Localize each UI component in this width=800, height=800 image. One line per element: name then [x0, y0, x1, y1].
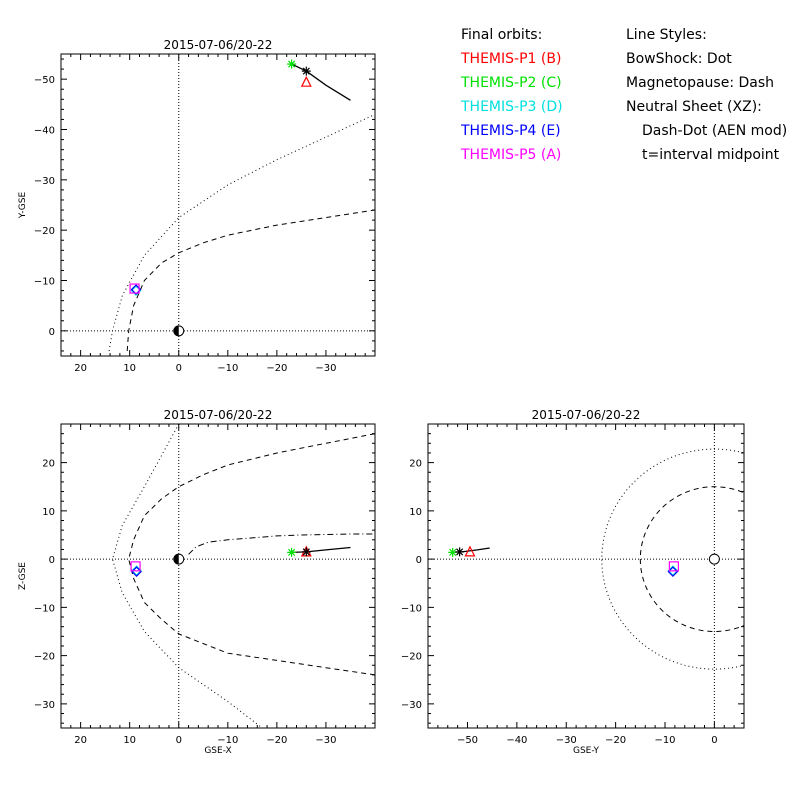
- y-tick-label: 20: [409, 459, 422, 470]
- probe-marker-themis-p2-c: [287, 547, 297, 557]
- y-tick-label: 10: [42, 507, 55, 518]
- y-axis-label: Y-GSE: [18, 192, 28, 220]
- orbit-track: [291, 546, 351, 554]
- y-tick-label: −50: [34, 75, 55, 86]
- x-tick-label: −40: [506, 735, 527, 746]
- style-dash-dot: Dash-Dot (AEN mod): [642, 123, 788, 139]
- x-tick-label: −10: [654, 735, 675, 746]
- y-tick-label: −20: [401, 652, 422, 663]
- plot-area: [428, 424, 744, 728]
- y-tick-label: −20: [34, 652, 55, 663]
- y-tick-label: −10: [34, 603, 55, 614]
- y-tick-label: −30: [401, 700, 422, 711]
- style-interval-note: t=interval midpoint: [642, 147, 780, 163]
- x-tick-label: −20: [266, 363, 287, 374]
- x-tick-label: −10: [217, 735, 238, 746]
- x-tick-label: 20: [74, 735, 87, 746]
- plot-frame: [60, 53, 376, 357]
- x-tick-label: 10: [123, 363, 136, 374]
- y-tick-label: 0: [49, 327, 55, 338]
- y-tick-label: −40: [34, 126, 55, 137]
- y-tick-label: −20: [34, 226, 55, 237]
- magnetopause-curve: [126, 209, 375, 352]
- y-tick-label: −10: [34, 277, 55, 288]
- bowshock-curve: [601, 448, 744, 670]
- line-styles-legend: Line Styles: BowShock: Dot Magnetopause:…: [626, 23, 787, 167]
- style-bowshock: BowShock: Dot: [626, 51, 732, 67]
- orbit-track: [291, 63, 351, 101]
- neutral-sheet-curve: [188, 533, 375, 555]
- y-tick-label: 0: [416, 555, 422, 566]
- y-tick-label: −10: [401, 603, 422, 614]
- plot-title: 2015-07-06/20-22: [164, 408, 273, 422]
- legend-probe-p4: THEMIS-P4 (E): [461, 123, 561, 139]
- earth-shadow: [173, 554, 179, 565]
- plot-area: [61, 54, 375, 356]
- line-styles-title: Line Styles:: [626, 27, 707, 43]
- y-axis-label: Z-GSE: [18, 562, 28, 590]
- probe-marker-themis-p1-b: [300, 75, 312, 87]
- plot-panel-1: 2015-07-06/20-22 20 10 0 −10 −20 −30 0 −10 −20 −30…: [18, 38, 376, 374]
- plot-panel-3: 2015-07-06/20-22 −50 −40 −30 −20 −10 0 −30 −20 −1…: [401, 408, 745, 756]
- orbit-track: [457, 547, 490, 554]
- x-tick-label: 0: [711, 735, 717, 746]
- midpoint-asterisk: [455, 547, 465, 557]
- x-axis-label: GSE-Y: [573, 746, 600, 756]
- plot-area: [61, 424, 375, 728]
- legend-probe-p1: THEMIS-P1 (B): [461, 51, 562, 67]
- legend-probe-p3: THEMIS-P3 (D): [461, 99, 563, 115]
- legend-probe-p2: THEMIS-P2 (C): [461, 75, 562, 91]
- bowshock-curve: [111, 424, 263, 728]
- earth-shadow: [173, 325, 179, 336]
- x-axis-label: GSE-X: [204, 746, 231, 756]
- final-orbits-title: Final orbits:: [461, 27, 543, 43]
- plot-title: 2015-07-06/20-22: [164, 38, 273, 52]
- x-tick-label: −20: [605, 735, 626, 746]
- plot-frame: [60, 423, 376, 729]
- magnetopause-curve: [639, 486, 744, 632]
- final-orbits-legend: Final orbits: THEMIS-P1 (B) THEMIS-P2 (C…: [461, 23, 563, 167]
- x-tick-label: −10: [217, 363, 238, 374]
- x-tick-label: 0: [176, 735, 182, 746]
- y-tick-label: −30: [34, 700, 55, 711]
- probe-marker-themis-p5-a: [130, 561, 141, 572]
- midpoint-asterisk: [301, 547, 311, 557]
- plot-title: 2015-07-06/20-22: [532, 408, 641, 422]
- plot-panel-2: 2015-07-06/20-22 20 10 0 −10 −20 −30 −30 −20 −10 0…: [18, 408, 376, 756]
- x-tick-label: −20: [266, 735, 287, 746]
- x-tick-label: −50: [457, 735, 478, 746]
- y-tick-label: 0: [49, 555, 55, 566]
- probe-marker-themis-p1-b: [464, 545, 476, 557]
- probe-marker-themis-p2-c: [287, 59, 297, 69]
- legend-probe-p5: THEMIS-P5 (A): [461, 147, 562, 163]
- probe-marker-themis-p5-a: [129, 283, 140, 294]
- x-tick-label: 10: [123, 735, 136, 746]
- x-tick-label: 20: [74, 363, 87, 374]
- earth-icon: [708, 553, 720, 565]
- x-tick-label: −30: [556, 735, 577, 746]
- plot-frame: [427, 423, 745, 729]
- y-tick-label: 10: [409, 507, 422, 518]
- style-magnetopause: Magnetopause: Dash: [626, 75, 775, 91]
- midpoint-asterisk: [301, 66, 311, 76]
- style-neutral-sheet: Neutral Sheet (XZ):: [626, 99, 762, 115]
- y-tick-label: −30: [34, 176, 55, 187]
- y-tick-label: 20: [42, 459, 55, 470]
- x-tick-label: −30: [315, 363, 336, 374]
- probe-marker-themis-p5-a: [668, 561, 679, 572]
- magnetopause-curve: [128, 433, 375, 676]
- x-tick-label: −30: [315, 735, 336, 746]
- x-tick-label: 0: [176, 363, 182, 374]
- bowshock-curve: [108, 113, 375, 352]
